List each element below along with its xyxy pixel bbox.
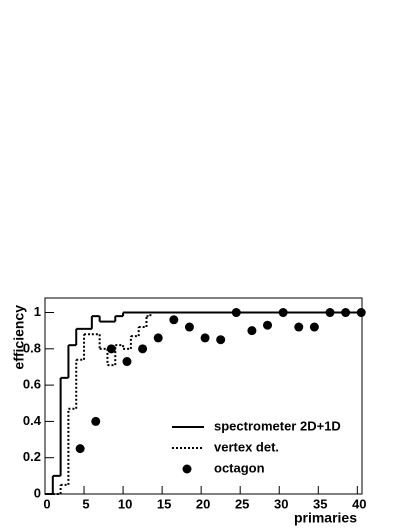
plot-frame [44, 297, 363, 495]
point [278, 308, 288, 318]
point [122, 357, 132, 367]
y-tick-label: 0.8 [23, 340, 41, 355]
y-axis-label: efficiency [11, 305, 27, 370]
legend-label: spectrometer 2D+1D [214, 418, 341, 433]
point [309, 322, 319, 332]
y-tick-label: 0.4 [23, 413, 42, 428]
point [216, 335, 226, 345]
point [341, 308, 351, 318]
x-tick-label: 5 [82, 496, 89, 511]
point [200, 333, 210, 343]
legend-label: vertex det. [214, 439, 279, 454]
point [294, 322, 304, 332]
y-tick-label: 0.2 [23, 449, 41, 464]
x-tick-label: 15 [157, 496, 171, 511]
x-tick-label: 10 [118, 496, 132, 511]
x-tick-label: 35 [313, 496, 327, 511]
x-tick-label: 0 [43, 496, 50, 511]
x-tick-label: 30 [274, 496, 288, 511]
point [231, 308, 241, 318]
point [91, 416, 101, 426]
point [153, 333, 163, 343]
point [169, 315, 179, 325]
point [356, 308, 366, 318]
point [263, 320, 273, 330]
legend-marker [182, 464, 192, 474]
point [138, 344, 148, 354]
legend-label: octagon [214, 460, 265, 475]
y-tick-label: 0 [34, 485, 41, 500]
x-axis-label: primaries [294, 510, 357, 526]
y-tick-label: 0.6 [23, 377, 41, 392]
point [247, 326, 257, 336]
y-tick-label: 1 [34, 304, 41, 319]
point [75, 444, 85, 454]
point [184, 322, 194, 332]
point [106, 344, 116, 354]
x-tick-label: 25 [235, 496, 249, 511]
x-tick-label: 20 [196, 496, 210, 511]
point [325, 308, 335, 318]
x-tick-label: 40 [352, 496, 366, 511]
